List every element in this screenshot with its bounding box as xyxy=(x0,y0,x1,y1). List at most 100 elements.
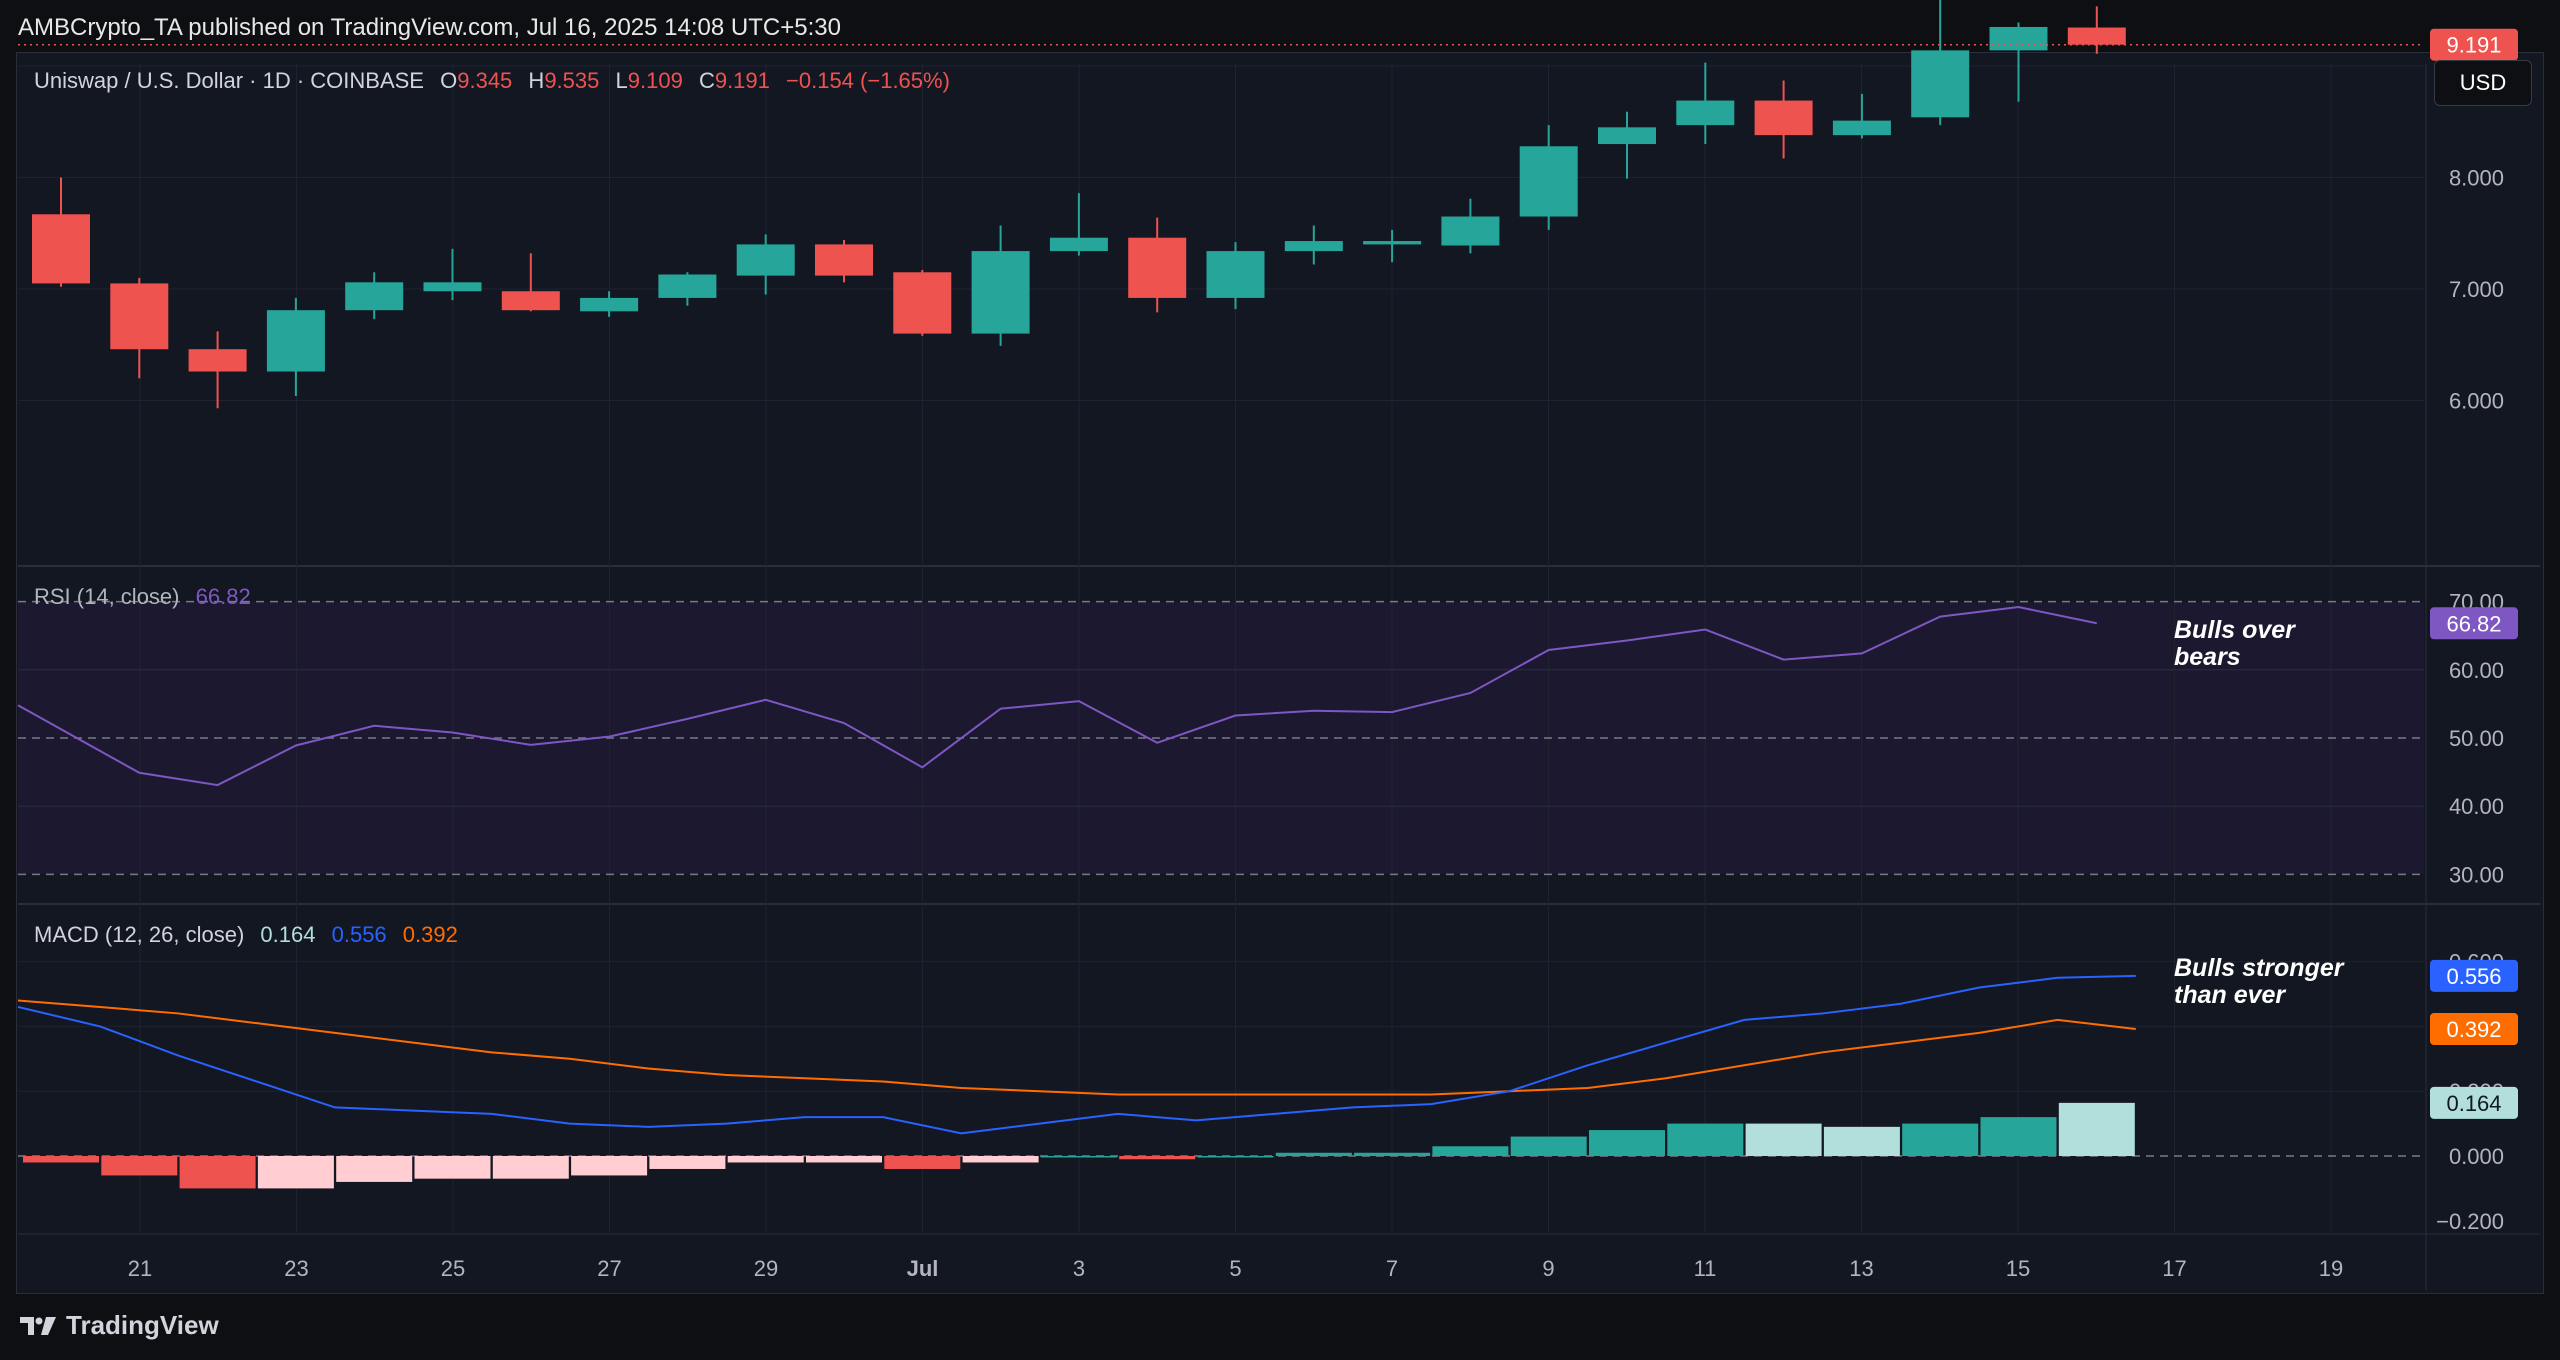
rsi-annotation-line1: Bulls over xyxy=(2174,616,2296,644)
candle-body xyxy=(1363,241,1422,245)
legend-h-value: 9.535 xyxy=(544,68,599,93)
macd-histogram-bar xyxy=(1197,1156,1274,1158)
x-tick-label: 15 xyxy=(2006,1256,2030,1281)
macd-histogram-bar xyxy=(492,1156,569,1179)
rsi-annotation-line2: bears xyxy=(2174,643,2241,671)
rsi-tick-label: 50.00 xyxy=(2449,726,2504,751)
macd-histogram-bar xyxy=(571,1156,648,1176)
candle-body xyxy=(1128,237,1187,298)
price-legend: Uniswap / U.S. Dollar · 1D · COINBASE O9… xyxy=(34,68,950,93)
macd-legend-macd: 0.556 xyxy=(332,922,387,947)
macd-histogram-bar xyxy=(336,1156,413,1182)
macd-histogram-bar xyxy=(257,1156,334,1189)
footer xyxy=(0,1296,2560,1360)
rsi-plot xyxy=(17,600,2424,876)
x-tick-label: 7 xyxy=(1386,1256,1398,1281)
signal-value-label: 0.392 xyxy=(2446,1017,2501,1042)
signal-value-badge xyxy=(2430,1012,2518,1045)
candle-body xyxy=(1284,241,1343,252)
rsi-tick-label: 30.00 xyxy=(2449,862,2504,887)
candle-body xyxy=(1441,216,1500,246)
candle-body xyxy=(1989,26,2048,51)
candle-body xyxy=(1519,146,1578,217)
rsi-legend: RSI (14, close) 66.82 xyxy=(34,584,251,609)
candle-body xyxy=(971,251,1030,334)
macd-histogram-bar xyxy=(23,1156,99,1163)
legend-c-value: 9.191 xyxy=(715,68,770,93)
macd-tick-label: −0.200 xyxy=(2436,1209,2504,1234)
macd-histogram-bar xyxy=(1040,1156,1117,1158)
macd-legend-hist: 0.164 xyxy=(260,922,315,947)
candle-body xyxy=(345,282,404,311)
candle-body xyxy=(32,214,90,284)
macd-histogram-bar xyxy=(1745,1123,1822,1156)
macd-histogram-bar xyxy=(962,1156,1039,1163)
legend-l-value: 9.109 xyxy=(628,68,683,93)
macd-value-label: 0.556 xyxy=(2446,964,2501,989)
macd-value-badge xyxy=(2430,959,2518,992)
macd-tick-label: 0.000 xyxy=(2449,1144,2504,1169)
candle-body xyxy=(1832,120,1891,136)
candle-body xyxy=(1206,251,1265,298)
legend-symbol: Uniswap / U.S. Dollar · 1D · COINBASE xyxy=(34,68,424,93)
candle-body xyxy=(580,297,639,312)
macd-histogram-bar xyxy=(101,1156,178,1176)
publication-bar: AMBCrypto_TA published on TradingView.co… xyxy=(0,0,2560,56)
candle-body xyxy=(501,291,560,311)
macd-annotation-line2: than ever xyxy=(2174,981,2286,1009)
price-tick-label: 7.000 xyxy=(2449,277,2504,302)
legend-h-label: H xyxy=(528,68,544,93)
currency-button[interactable]: USD xyxy=(2434,60,2532,106)
price-pane[interactable] xyxy=(18,64,2424,564)
macd-histogram-bar xyxy=(1432,1146,1509,1156)
macd-legend-signal: 0.392 xyxy=(403,922,458,947)
tradingview-logo-text: TradingView xyxy=(66,1310,219,1340)
candle-body xyxy=(1754,100,1813,136)
x-tick-label: 17 xyxy=(2162,1256,2186,1281)
price-tick-label: 8.000 xyxy=(2449,166,2504,191)
rsi-legend-value: 66.82 xyxy=(196,584,251,609)
macd-histogram-bar xyxy=(649,1156,726,1169)
legend-o-label: O xyxy=(440,68,457,93)
rsi-value-badge xyxy=(2430,607,2518,640)
macd-histogram-bar xyxy=(1275,1152,1352,1156)
macd-histogram-bar xyxy=(884,1156,961,1169)
rsi-line xyxy=(17,606,2098,787)
macd-histogram-bar xyxy=(727,1156,804,1163)
candle-body xyxy=(423,282,482,292)
legend-o-value: 9.345 xyxy=(457,68,512,93)
candle-body xyxy=(266,310,325,372)
x-tick-label: 13 xyxy=(1849,1256,1873,1281)
candle-body xyxy=(1676,100,1735,126)
rsi-value-label: 66.82 xyxy=(2446,611,2501,636)
signal-line xyxy=(17,999,2136,1096)
macd-histogram-bar xyxy=(1119,1156,1196,1160)
macd-histogram-bar xyxy=(1667,1123,1744,1156)
last-price-label: 9.191 xyxy=(2446,33,2501,58)
candle-body xyxy=(188,349,247,372)
publication-text: AMBCrypto_TA published on TradingView.co… xyxy=(18,14,841,41)
candle-body xyxy=(110,283,169,350)
tradingview-logo: TradingView xyxy=(18,1310,219,1341)
candle-body xyxy=(736,244,795,276)
candle-body xyxy=(893,272,952,334)
macd-histogram-bar xyxy=(2058,1102,2135,1156)
candle-body xyxy=(1049,237,1108,252)
macd-line xyxy=(17,974,2136,1135)
rsi-tick-label: 40.00 xyxy=(2449,794,2504,819)
price-candles xyxy=(18,0,2424,409)
x-tick-label: 27 xyxy=(597,1256,621,1281)
price-tick-label: 6.000 xyxy=(2449,389,2504,414)
rsi-tick-label: 60.00 xyxy=(2449,658,2504,683)
candle-body xyxy=(1598,127,1656,145)
legend-change: −0.154 (−1.65%) xyxy=(786,68,950,93)
x-tick-label: 3 xyxy=(1073,1256,1085,1281)
macd-histogram-bar xyxy=(806,1156,882,1163)
x-tick-label: 11 xyxy=(1694,1256,1717,1281)
macd-legend: MACD (12, 26, close) 0.164 0.556 0.392 xyxy=(34,922,458,947)
x-tick-label: 29 xyxy=(754,1256,778,1281)
candle-body xyxy=(2067,27,2126,45)
macd-histogram-bar xyxy=(179,1156,256,1189)
candle-body xyxy=(658,274,717,298)
macd-histogram-bar xyxy=(1823,1126,1900,1156)
